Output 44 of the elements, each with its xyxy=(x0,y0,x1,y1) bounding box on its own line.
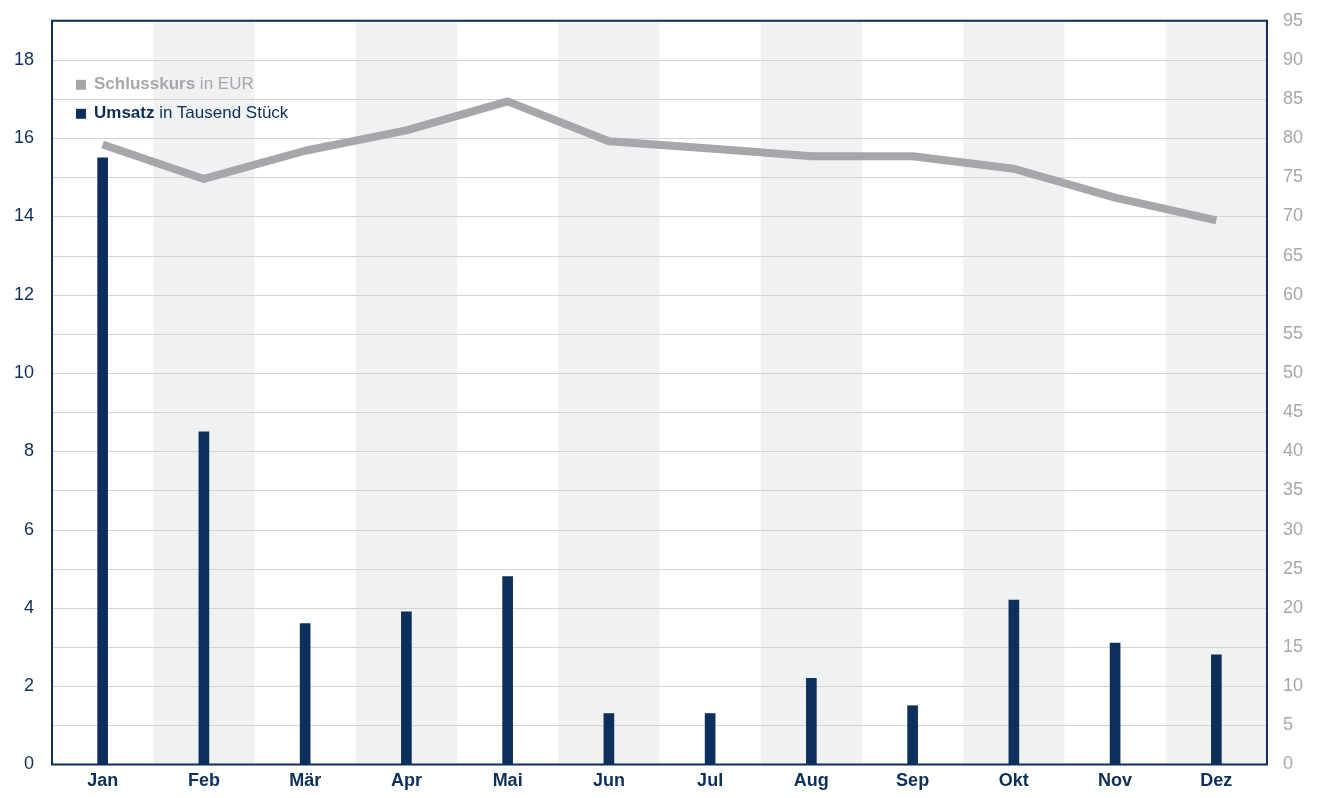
x-tick-label: Jan xyxy=(87,770,119,791)
y2-tick-label: 60 xyxy=(1282,283,1304,304)
y2-tick-label: 50 xyxy=(1282,362,1304,382)
x-tick-label: Nov xyxy=(1098,770,1133,791)
y2-tick-label: 55 xyxy=(1282,322,1304,343)
x-tick-label: Sep xyxy=(896,770,930,791)
y2-tick-label: 30 xyxy=(1282,518,1304,539)
y-tick-label: 2 xyxy=(24,675,35,696)
x-tick-label: Okt xyxy=(998,770,1029,791)
x-tick-label: Mai xyxy=(492,770,523,791)
y2-tick-label: 45 xyxy=(1282,401,1304,422)
y-tick-label: 18 xyxy=(13,48,35,69)
y2-tick-label: 25 xyxy=(1282,557,1304,578)
y-tick-label: 6 xyxy=(24,518,35,539)
legend-label: Schlusskurs in EUR xyxy=(94,74,254,94)
y2-tick-label: 95 xyxy=(1282,9,1304,30)
y-tick-label: 4 xyxy=(24,596,35,617)
legend-label: Umsatz in Tausend Stück xyxy=(94,103,289,123)
x-tick-label: Apr xyxy=(390,770,422,791)
y-tick-label: 12 xyxy=(13,283,35,304)
y2-tick-label: 35 xyxy=(1282,479,1304,500)
y2-tick-label: 0 xyxy=(1282,753,1293,774)
y-tick-label: 8 xyxy=(24,440,35,461)
x-tick-label: Dez xyxy=(1200,770,1233,791)
y-tick-label: 16 xyxy=(13,127,35,148)
y2-tick-label: 75 xyxy=(1282,166,1304,187)
x-tick-label: Jul xyxy=(697,770,724,791)
x-tick-label: Mär xyxy=(289,770,322,791)
x-tick-label: Feb xyxy=(187,770,220,791)
y2-tick-label: 80 xyxy=(1282,127,1304,148)
y-tick-label: 14 xyxy=(13,205,35,226)
y2-tick-label: 40 xyxy=(1282,440,1304,461)
x-tick-label: Jun xyxy=(592,770,625,791)
y2-tick-label: 15 xyxy=(1282,635,1304,656)
y-tick-label: 10 xyxy=(13,362,35,382)
y2-tick-label: 20 xyxy=(1282,596,1304,617)
x-tick-label: Aug xyxy=(793,770,829,791)
y-tick-label: 0 xyxy=(24,753,35,774)
y2-tick-label: 10 xyxy=(1282,675,1304,696)
y2-tick-label: 65 xyxy=(1282,244,1304,265)
y2-tick-label: 70 xyxy=(1282,205,1304,226)
y2-tick-label: 85 xyxy=(1282,88,1304,109)
y2-tick-label: 5 xyxy=(1282,714,1293,735)
y2-tick-label: 90 xyxy=(1282,48,1304,69)
